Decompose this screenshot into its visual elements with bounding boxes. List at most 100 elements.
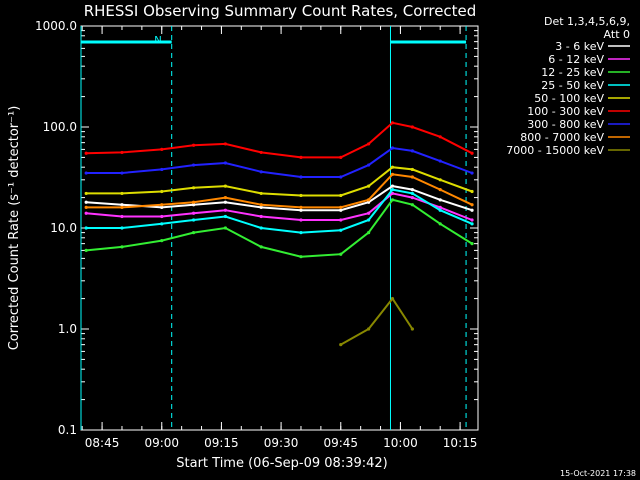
data-point [191,231,196,235]
data-point [259,205,263,209]
data-point [299,193,303,198]
data-point [367,198,371,202]
data-point [160,205,164,209]
data-point [438,222,442,226]
data-point [120,150,124,155]
data-point [339,193,343,198]
data-point [339,205,343,209]
data-point [390,191,395,196]
data-point [299,218,303,222]
legend-label: 12 - 25 keV [541,66,604,79]
data-point [191,203,196,207]
y-tick-label: 1000.0 [35,19,77,33]
data-point [259,150,263,155]
data-point [120,171,124,175]
data-point [191,218,196,222]
y-tick-label: 100.0 [43,120,77,134]
legend-header-1: Det 1,3,4,5,6,9, [544,15,630,28]
data-point [339,155,343,160]
data-point [470,208,474,212]
plot-frame [80,25,479,431]
x-tick-label: 10:15 [443,436,478,450]
data-point [410,125,414,129]
x-tick-label: 09:30 [264,436,299,450]
data-point [84,248,88,253]
data-point [223,195,227,200]
x-tick-label: 09:45 [323,436,358,450]
data-point [259,214,263,219]
data-point [120,203,124,207]
x-axis-label: Start Time (06-Sep-09 08:39:42) [176,456,387,471]
data-point [410,203,414,207]
data-point [160,203,164,207]
data-point [259,226,263,230]
data-point [299,255,303,259]
x-tick-label: 09:00 [144,436,179,450]
data-point [299,155,303,160]
data-point [223,226,227,230]
data-point [390,198,395,202]
data-point [84,205,88,209]
data-point [410,149,414,153]
data-point [438,135,442,139]
data-point [390,146,395,150]
legend-header-2: Att 0 [604,28,630,41]
data-point [120,214,124,219]
data-point [160,239,164,243]
legend-label: 3 - 6 keV [555,40,604,53]
data-point [410,167,414,172]
x-tick-label: 08:45 [85,436,120,450]
data-point [223,214,227,219]
data-point [470,171,474,175]
y-tick-label: 0.1 [58,423,77,437]
data-point [438,208,442,212]
x-tick-label: 10:00 [383,436,418,450]
data-point [339,228,343,232]
data-point [339,175,343,179]
data-point [339,218,343,222]
data-point [259,245,263,249]
data-point [367,163,371,167]
data-point [223,208,227,212]
data-point [160,222,164,226]
data-point [191,143,196,147]
data-point [438,159,442,163]
data-point [223,200,227,204]
data-point [410,175,414,179]
legend-label: 300 - 800 keV [527,118,604,131]
data-point [367,200,371,204]
data-point [84,151,88,155]
data-point [470,203,474,207]
data-point [367,211,371,215]
data-point [390,121,395,125]
data-point [84,211,88,215]
data-point [299,175,303,179]
data-point [120,226,124,230]
y-axis-label: Corrected Count Rate (s⁻¹ detector⁻¹) [7,106,22,351]
data-point [120,245,124,249]
data-point [367,327,371,331]
chart-title: RHESSI Observing Summary Count Rates, Co… [84,2,477,20]
data-point [299,231,303,235]
y-tick-label: 1.0 [58,322,77,336]
legend-label: 6 - 12 keV [548,53,604,66]
data-point [410,195,414,200]
data-point [390,296,395,301]
data-point [390,172,395,176]
data-point [191,163,196,167]
data-point [410,327,414,331]
timestamp: 15-Oct-2021 17:38 [560,469,636,478]
data-point [367,218,371,222]
data-point [390,165,395,169]
data-point [223,142,227,146]
data-point [470,189,474,194]
data-point [84,191,88,196]
data-point [160,189,164,194]
data-point [470,222,474,226]
data-point [339,208,343,212]
data-point [339,343,343,347]
data-point [259,203,263,207]
legend-label: 25 - 50 keV [541,79,604,92]
